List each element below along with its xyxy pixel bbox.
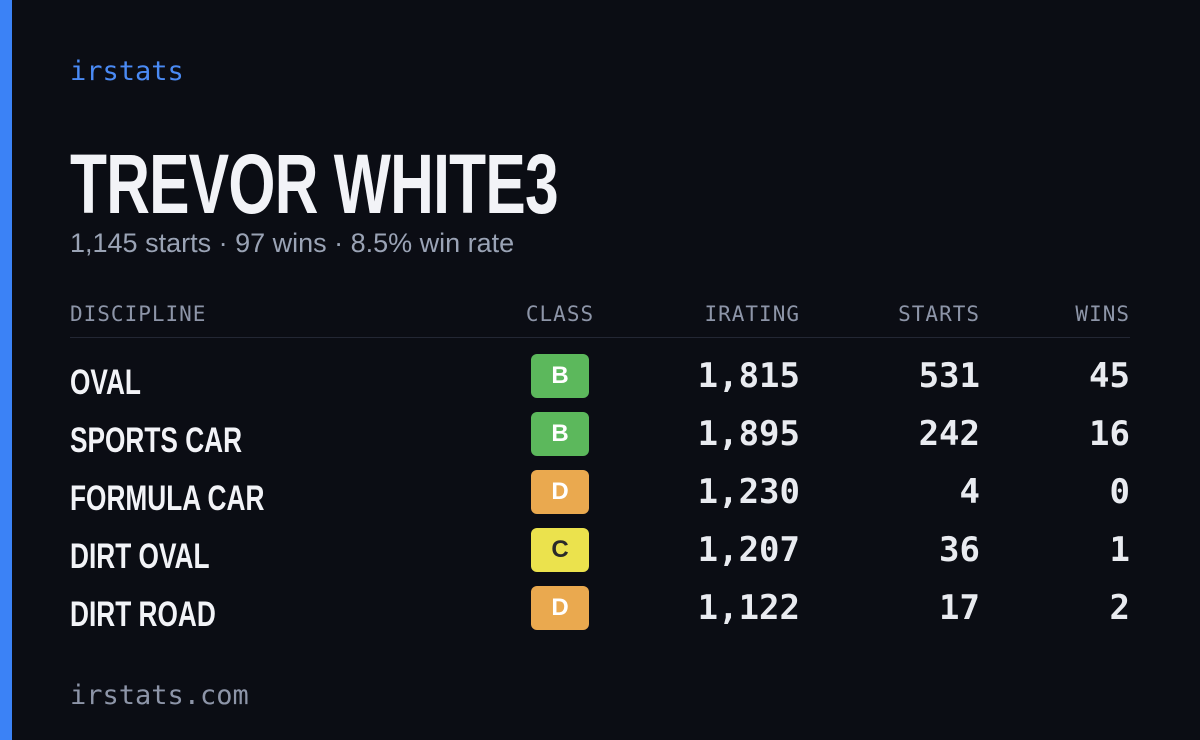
class-badge: D [531, 586, 589, 630]
discipline: DIRT OVAL [70, 537, 210, 576]
class-badge: C [531, 528, 589, 572]
wins: 45 [1089, 356, 1130, 396]
irating: 1,122 [697, 588, 800, 628]
wins: 0 [1109, 472, 1130, 512]
starts: 4 [959, 472, 980, 512]
wins: 16 [1089, 414, 1130, 454]
footer: irstats.com [70, 680, 249, 711]
class-badge: B [531, 412, 589, 456]
accent-bar [0, 0, 12, 740]
class-badge: B [531, 354, 589, 398]
irating: 1,895 [697, 414, 800, 454]
starts: 36 [939, 530, 980, 570]
brand: irstats [70, 56, 184, 87]
driver-summary: 1,145 starts · 97 wins · 8.5% win rate [70, 228, 515, 258]
irating: 1,230 [697, 472, 800, 512]
discipline: SPORTS CAR [70, 421, 243, 460]
column-header: CLASS [525, 302, 595, 326]
wins: 1 [1109, 530, 1130, 570]
discipline: OVAL [70, 363, 141, 402]
class-badge: D [531, 470, 589, 514]
irating: 1,207 [697, 530, 800, 570]
column-header: IRATING [704, 302, 800, 326]
driver-name: TREVOR WHITE3 [70, 137, 559, 231]
irating: 1,815 [697, 356, 800, 396]
starts: 242 [918, 414, 980, 454]
starts: 17 [939, 588, 980, 628]
starts: 531 [918, 356, 980, 396]
discipline: DIRT ROAD [70, 595, 216, 634]
column-header: STARTS [898, 302, 980, 326]
column-header: DISCIPLINE [70, 302, 207, 326]
discipline: FORMULA CAR [70, 479, 265, 518]
header-rule [70, 337, 1130, 338]
column-header: WINS [1075, 302, 1130, 326]
wins: 2 [1109, 588, 1130, 628]
